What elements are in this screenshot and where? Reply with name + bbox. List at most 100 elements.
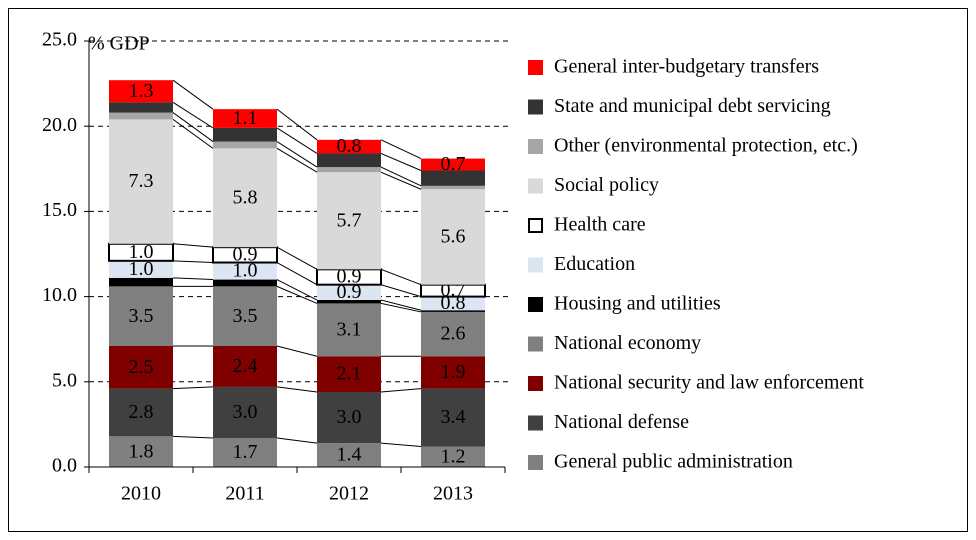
- connector-line: [172, 243, 214, 248]
- legend-label: National defense: [554, 411, 689, 433]
- connector-line: [380, 153, 422, 171]
- data-label: 1.0: [129, 241, 154, 263]
- data-label: 7.3: [129, 170, 154, 192]
- bar-segment: [213, 438, 277, 467]
- bar-segment: [421, 388, 485, 447]
- connector-line: [276, 386, 318, 393]
- y-tick-label: 10.0: [42, 284, 77, 306]
- data-label: 1.4: [337, 444, 362, 466]
- data-label: 5.7: [337, 209, 362, 231]
- bar-segment: [109, 277, 173, 287]
- data-label: 1.8: [129, 440, 154, 462]
- bar-segment: [421, 311, 485, 357]
- bar-segment: [213, 346, 277, 387]
- bar-segment: [421, 170, 485, 186]
- bar-segment: [421, 310, 485, 312]
- bar-segment: [317, 443, 381, 467]
- data-label: 2.6: [441, 323, 466, 345]
- connector-line: [172, 260, 214, 264]
- bar-segment: [421, 189, 485, 285]
- bar-segment: [213, 279, 277, 287]
- y-tick-label: 20.0: [42, 114, 77, 136]
- x-tick-label: 2012: [329, 483, 369, 505]
- connector-line: [172, 112, 214, 142]
- data-label: 3.5: [233, 305, 258, 327]
- data-label: 2.4: [233, 355, 258, 377]
- connector-line: [172, 386, 214, 390]
- bar-segment: [421, 296, 485, 311]
- data-label: 0.9: [337, 266, 362, 288]
- data-label: 1.1: [233, 107, 258, 129]
- bar-segment: [213, 262, 277, 280]
- data-label: 0.7: [441, 279, 466, 301]
- chart-frame: [8, 8, 968, 532]
- bar-segment: [421, 446, 485, 467]
- bar-segment: [421, 356, 485, 389]
- bar-segment: [109, 436, 173, 467]
- legend-swatch: [528, 297, 543, 312]
- x-tick-label: 2011: [225, 483, 264, 505]
- legend-label: Other (environmental protection, etc.): [554, 135, 858, 157]
- legend-swatch: [528, 60, 543, 75]
- bar-segment: [317, 153, 381, 168]
- connector-line: [276, 141, 318, 168]
- connector-line: [276, 279, 318, 301]
- data-label: 2.5: [129, 356, 154, 378]
- bar-segment: [317, 356, 381, 393]
- legend-label: National economy: [554, 332, 701, 354]
- connector-line: [276, 437, 318, 444]
- data-label: 5.8: [233, 186, 258, 208]
- legend-label: General public administration: [554, 451, 793, 473]
- data-label: 1.0: [129, 258, 154, 280]
- bar-segment: [109, 260, 173, 278]
- connector-line: [276, 127, 318, 154]
- connector-line: [380, 442, 422, 448]
- data-label: 0.9: [337, 281, 362, 303]
- bar-segment: [317, 284, 381, 301]
- data-label: 2.1: [337, 363, 362, 385]
- data-label: 3.1: [337, 318, 362, 340]
- legend-swatch: [528, 257, 543, 273]
- bar-segment: [213, 109, 277, 128]
- bar-segment: [421, 185, 485, 190]
- bar-segment: [317, 300, 381, 304]
- connector-line: [276, 345, 318, 357]
- data-label: 1.9: [441, 361, 466, 383]
- data-label: 1.3: [129, 80, 154, 102]
- connector-line: [380, 268, 422, 286]
- data-label: 2.8: [129, 401, 154, 423]
- legend-swatch: [528, 218, 543, 233]
- x-tick-label: 2013: [433, 483, 473, 505]
- bar-segment: [317, 392, 381, 444]
- legend-label: Education: [554, 253, 635, 275]
- data-label: 1.0: [233, 260, 258, 282]
- bar-segment: [109, 119, 173, 244]
- connector-line: [380, 299, 422, 311]
- bar-segment: [213, 141, 277, 149]
- legend-label: Health care: [554, 214, 646, 236]
- connector-line: [276, 246, 318, 270]
- y-tick-label: 5.0: [52, 369, 77, 391]
- connector-line: [276, 147, 318, 173]
- connector-line: [380, 139, 422, 160]
- connector-line: [380, 171, 422, 190]
- connector-line: [380, 302, 422, 313]
- data-label: 0.9: [233, 243, 258, 265]
- legend-swatch: [528, 139, 543, 154]
- y-tick-label: 25.0: [42, 29, 77, 51]
- data-label: 0.7: [441, 153, 466, 175]
- x-tick-label: 2010: [121, 483, 161, 505]
- data-label: 3.5: [129, 305, 154, 327]
- connector-line: [172, 118, 214, 149]
- y-tick-label: 0.0: [52, 455, 77, 477]
- legend-label: State and municipal debt servicing: [554, 95, 831, 117]
- bar-segment: [213, 386, 277, 439]
- data-label: 1.7: [233, 441, 258, 463]
- y-axis-label: % GDP: [88, 33, 150, 55]
- legend-swatch: [528, 455, 543, 470]
- connector-line: [380, 166, 422, 187]
- bar-segment: [109, 346, 173, 389]
- data-label: 3.4: [441, 406, 466, 428]
- connector-line: [276, 108, 318, 141]
